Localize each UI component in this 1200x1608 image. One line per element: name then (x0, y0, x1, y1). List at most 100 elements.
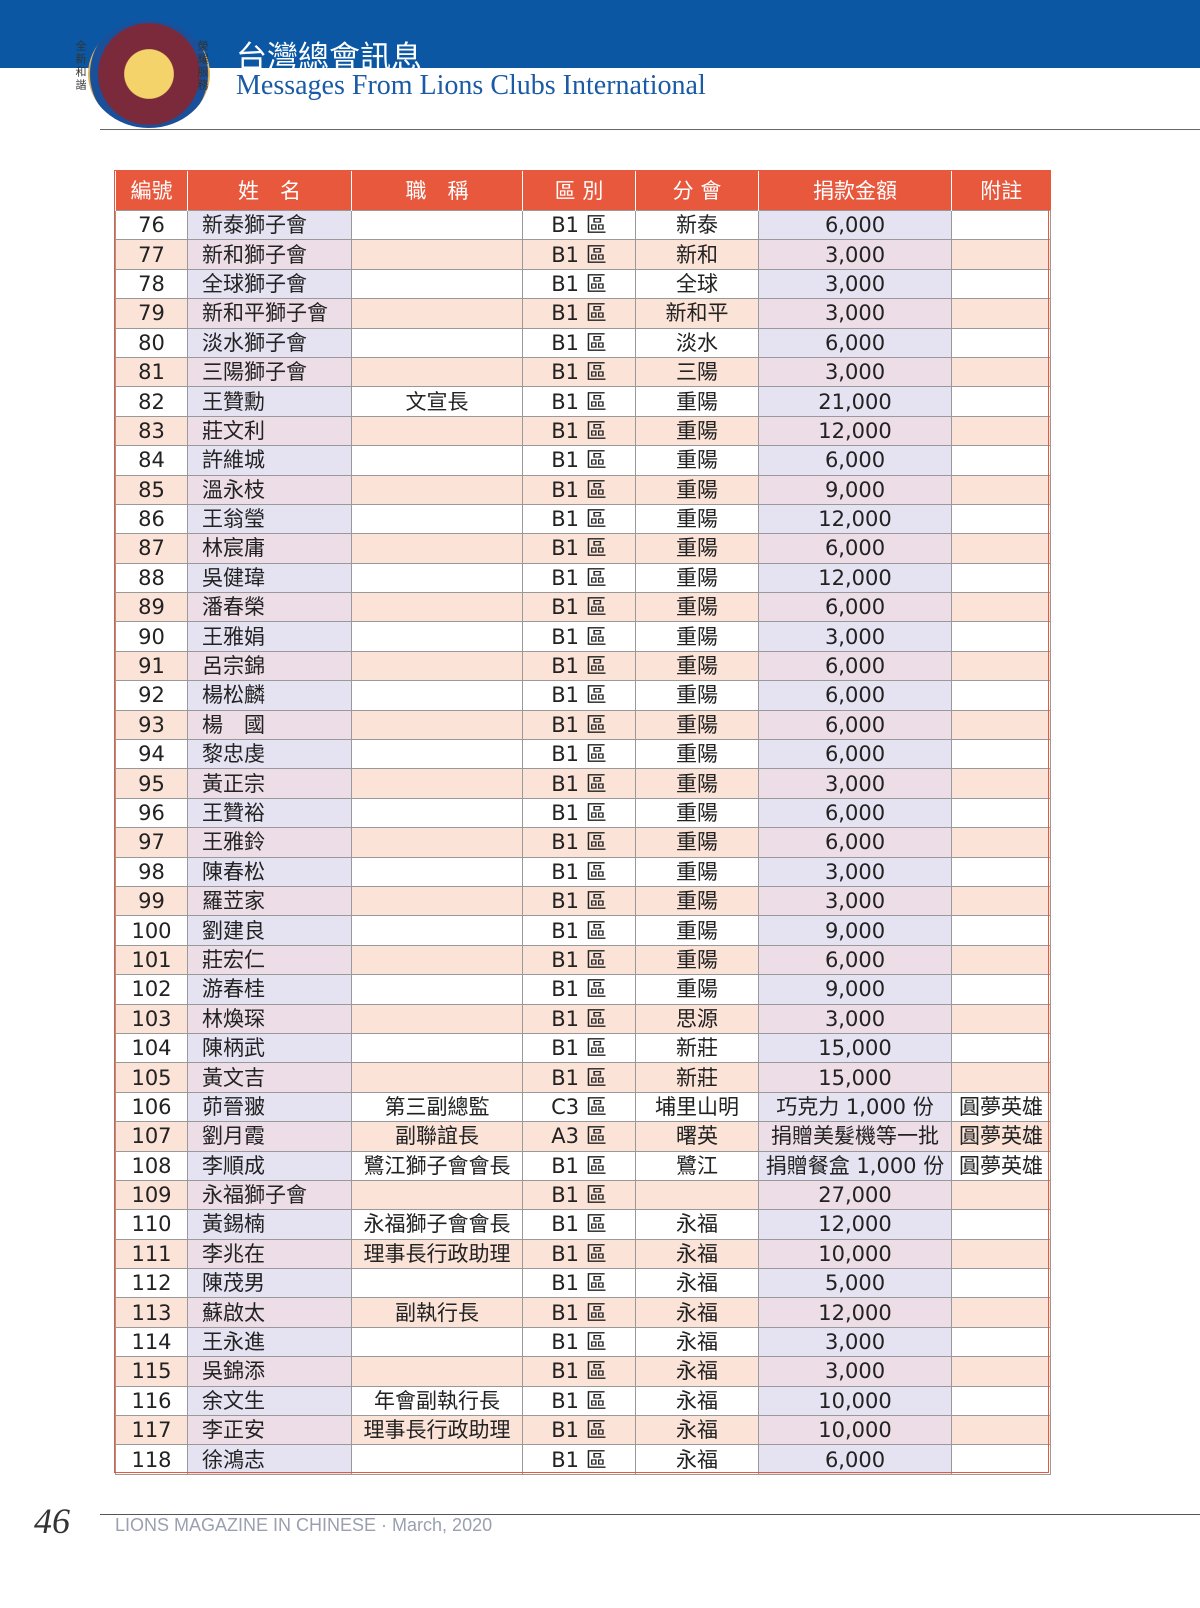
table-cell: 3,000 (758, 621, 952, 652)
table-cell (951, 1238, 1051, 1270)
table-cell (351, 1326, 523, 1358)
table-row: 106 茆晉翍 第三副總監 C3 區埔里山明 巧克力 1,000 份圓夢英雄 (115, 1091, 1051, 1123)
table-cell: B1 區 (522, 827, 636, 858)
table-cell: B1 區 (522, 268, 636, 300)
table-cell: 103 (115, 1003, 188, 1034)
table-cell: 113 (115, 1297, 188, 1328)
table-cell: 全球 (635, 268, 759, 300)
table-cell: 永福 (635, 1444, 759, 1475)
table-cell: 副聯誼長 (351, 1121, 523, 1152)
table-cell: B1 區 (522, 1444, 636, 1475)
table-cell (351, 827, 523, 858)
table-cell: 82 (115, 386, 188, 417)
table-cell (351, 650, 523, 682)
donation-table: 編號姓 名職 稱區 別分 會捐款金額 附註 76 新泰獅子會 B1 區新泰 6,000 7… (115, 170, 1051, 1475)
table-cell: 105 (115, 1062, 188, 1093)
header-title: 台灣總會訊息 (236, 40, 422, 76)
table-row: 81 三陽獅子會 B1 區三陽 3,000 (115, 356, 1051, 388)
table-cell: 3,000 (758, 1003, 952, 1034)
table-cell: B1 區 (522, 1356, 636, 1387)
table-cell: 永福 (635, 1209, 759, 1240)
table-cell: 新莊 (635, 1032, 759, 1064)
table-cell (951, 680, 1051, 711)
table-cell: 捐贈美髮機等一批 (758, 1121, 952, 1152)
table-cell: 王雅鈴 (187, 827, 352, 858)
table-cell (351, 797, 523, 829)
table-cell: 永福 (635, 1356, 759, 1387)
table-cell: 陳茂男 (187, 1268, 352, 1299)
table-cell (951, 1003, 1051, 1034)
table-cell: 重陽 (635, 768, 759, 799)
table-cell (951, 1268, 1051, 1299)
table-cell (951, 1062, 1051, 1093)
table-cell: 李兆在 (187, 1238, 352, 1270)
table-cell: B1 區 (522, 680, 636, 711)
logo-right-text: 榮耀服務 (196, 40, 209, 92)
table-cell: 黎忠虔 (187, 739, 352, 770)
table-cell: 89 (115, 592, 188, 623)
table-cell: 許維城 (187, 445, 352, 476)
table-cell: 116 (115, 1385, 188, 1417)
table-cell (951, 209, 1051, 241)
table-cell: B1 區 (522, 562, 636, 594)
table-cell: 6,000 (758, 209, 952, 241)
table-cell: 101 (115, 944, 188, 976)
table-cell: 12,000 (758, 415, 952, 447)
table-cell: 永福 (635, 1415, 759, 1446)
table-row: 87 林宸庸 B1 區重陽 6,000 (115, 533, 1051, 564)
table-cell: 三陽 (635, 356, 759, 388)
table-cell: 重陽 (635, 856, 759, 887)
table-cell: B1 區 (522, 1209, 636, 1240)
table-cell: 6,000 (758, 1444, 952, 1475)
table-cell: 莊文利 (187, 415, 352, 447)
column-header: 編號 (115, 170, 188, 211)
table-row: 103 林煥琛 B1 區思源 3,000 (115, 1003, 1051, 1034)
table-cell: 重陽 (635, 445, 759, 476)
table-cell: B1 區 (522, 298, 636, 329)
table-row: 109 永福獅子會 B1 區 27,000 (115, 1179, 1051, 1211)
table-cell: 5,000 (758, 1268, 952, 1299)
table-cell: 林煥琛 (187, 1003, 352, 1034)
table-row: 94 黎忠虔 B1 區重陽 6,000 (115, 739, 1051, 770)
table-cell: 新和 (635, 239, 759, 270)
table-cell: B1 區 (522, 856, 636, 887)
table-cell: B1 區 (522, 592, 636, 623)
table-cell: 李順成 (187, 1150, 352, 1181)
table-cell: B1 區 (522, 1326, 636, 1358)
table-cell: B1 區 (522, 1268, 636, 1299)
table-cell: 新和平 (635, 298, 759, 329)
table-row: 110 黃錫楠 永福獅子會會長 B1 區永福 12,000 (115, 1209, 1051, 1240)
table-cell: B1 區 (522, 650, 636, 682)
table-cell: 埔里山明 (635, 1091, 759, 1123)
table-cell: B1 區 (522, 209, 636, 241)
table-cell (951, 415, 1051, 447)
header-subtitle: Messages From Lions Clubs International (236, 70, 706, 101)
table-cell (951, 827, 1051, 858)
table-cell (351, 885, 523, 917)
table-cell: 重陽 (635, 827, 759, 858)
table-row: 84 許維城 B1 區重陽 6,000 (115, 445, 1051, 476)
table-cell: 3,000 (758, 356, 952, 388)
table-cell (351, 298, 523, 329)
table-cell (351, 533, 523, 564)
column-header: 附註 (951, 170, 1051, 211)
table-row: 112 陳茂男 B1 區永福 5,000 (115, 1268, 1051, 1299)
table-cell: 茆晉翍 (187, 1091, 352, 1123)
table-cell: 9,000 (758, 915, 952, 946)
table-cell (951, 268, 1051, 300)
table-cell: 吳錦添 (187, 1356, 352, 1387)
table-cell: 81 (115, 356, 188, 388)
table-cell: 78 (115, 268, 188, 300)
table-cell: B1 區 (522, 1150, 636, 1181)
table-cell: 重陽 (635, 944, 759, 976)
table-cell (951, 1326, 1051, 1358)
table-cell: 重陽 (635, 885, 759, 917)
table-cell: B1 區 (522, 1415, 636, 1446)
table-cell: 吳健瑋 (187, 562, 352, 594)
table-cell: 巧克力 1,000 份 (758, 1091, 952, 1123)
table-cell: 圓夢英雄 (951, 1091, 1051, 1123)
table-cell: 3,000 (758, 856, 952, 887)
logo (88, 20, 210, 128)
table-cell (351, 592, 523, 623)
table-cell: 102 (115, 974, 188, 1005)
